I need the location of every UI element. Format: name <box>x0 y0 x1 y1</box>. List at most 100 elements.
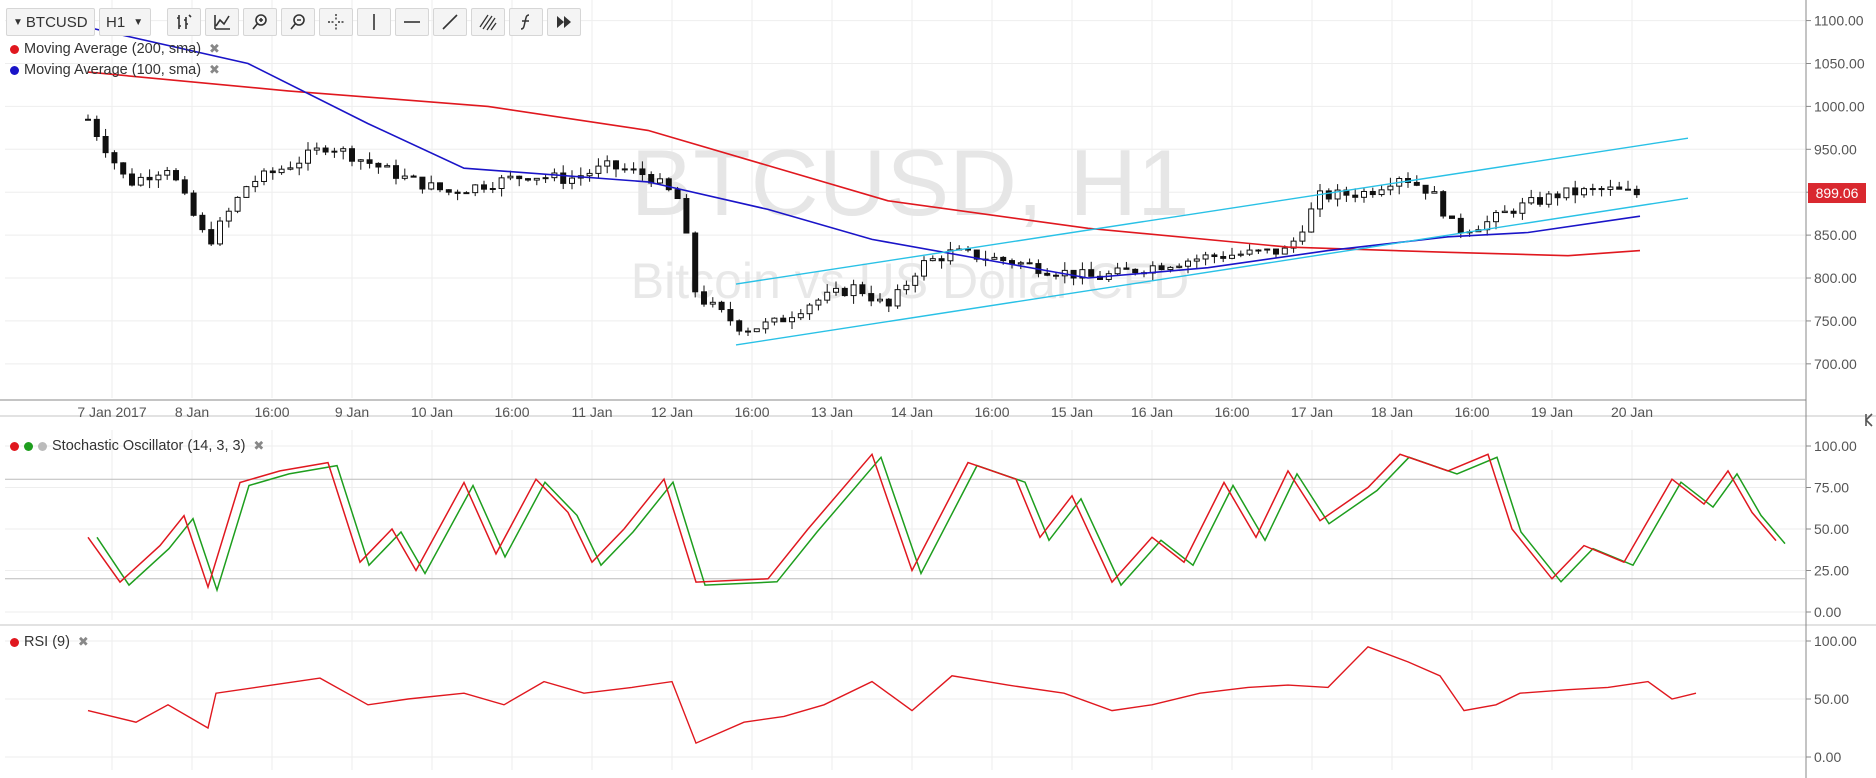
rsi-line <box>87 645 1697 745</box>
candle-body <box>903 284 910 291</box>
zoom-in-button[interactable] <box>242 8 277 36</box>
crosshair-icon <box>327 14 344 30</box>
horizontal-line-icon <box>403 21 420 23</box>
close-icon[interactable]: ✖ <box>253 438 265 453</box>
candle-body <box>463 192 470 195</box>
rsi-label[interactable]: RSI (9) <box>24 634 70 650</box>
candle-body <box>1273 248 1279 255</box>
candle-body <box>657 178 663 184</box>
candle-body <box>789 317 795 323</box>
x-tick-label: 16:00 <box>734 404 769 420</box>
horizontal-line-button[interactable] <box>394 8 429 36</box>
y-tick-label: 50.00 <box>1814 691 1849 707</box>
y-tick-label: 0.00 <box>1814 749 1841 765</box>
trend-line-button[interactable] <box>432 8 467 36</box>
chart-type-button[interactable] <box>166 8 201 36</box>
scroll-right-icon <box>1864 413 1873 427</box>
candle-body <box>877 298 883 302</box>
fibonacci-button[interactable] <box>470 8 505 36</box>
stoch-k-dot <box>10 441 19 451</box>
more-tools-button[interactable] <box>546 8 581 36</box>
candle-body <box>1070 269 1077 279</box>
ma100-label[interactable]: Moving Average (100, sma) <box>24 62 202 78</box>
candle-body <box>841 287 848 297</box>
candle-body <box>621 168 628 171</box>
x-tick-label: 16:00 <box>1454 404 1489 420</box>
x-tick-label: 19 Jan <box>1531 404 1573 420</box>
candle-body <box>445 189 452 193</box>
candle-body <box>1572 187 1579 196</box>
candle-body <box>1044 272 1051 276</box>
candle-body <box>472 184 479 194</box>
interval-select[interactable]: H1 ▼ <box>98 8 151 36</box>
zoom-in-icon <box>251 14 267 30</box>
zoom-out-icon <box>289 14 305 30</box>
candle-body <box>1537 197 1543 205</box>
candle-body <box>1220 256 1227 259</box>
channel-line <box>735 197 1689 346</box>
ma200-label[interactable]: Moving Average (200, sma) <box>24 41 202 57</box>
candle-body <box>745 330 751 333</box>
rsi-color-dot <box>10 637 19 647</box>
candle-body <box>736 320 743 332</box>
candle-body <box>366 159 373 164</box>
candle-body <box>1633 188 1640 196</box>
candle-body <box>973 249 980 260</box>
candle-body <box>102 136 109 154</box>
candle-body <box>560 172 567 184</box>
candle-body <box>1053 274 1059 277</box>
close-icon[interactable]: ✖ <box>209 41 220 56</box>
candle-body <box>1237 253 1244 256</box>
candle-body <box>252 180 259 188</box>
candle-body <box>885 298 892 307</box>
candle-body <box>120 162 127 175</box>
vertical-line-button[interactable] <box>356 8 391 36</box>
candle-body <box>1378 189 1385 196</box>
x-tick-label: 7 Jan 2017 <box>77 404 146 420</box>
indicator-icon <box>213 15 230 30</box>
y-tick-label: 75.00 <box>1814 480 1849 496</box>
y-tick-label: 800.00 <box>1814 270 1857 286</box>
close-icon[interactable]: ✖ <box>209 62 220 77</box>
candle-body <box>542 177 549 180</box>
x-tick-label: 10 Jan <box>411 404 453 420</box>
candle-body <box>674 189 681 200</box>
symbol-button[interactable]: ▼ BTCUSD <box>6 8 95 36</box>
candle-body <box>129 173 135 186</box>
candle-body <box>1413 181 1420 186</box>
close-icon[interactable]: ✖ <box>77 634 89 649</box>
candle-body <box>261 170 267 182</box>
indicators-button[interactable] <box>204 8 239 36</box>
candle-body <box>1281 247 1288 255</box>
candle-body <box>613 160 619 170</box>
x-tick-label: 20 Jan <box>1611 404 1653 420</box>
channel-line <box>735 137 1689 285</box>
candle-body <box>1334 189 1341 200</box>
candle-body <box>1290 240 1297 249</box>
candle-body <box>1211 254 1218 258</box>
stoch-label[interactable]: Stochastic Oscillator (14, 3, 3) <box>52 438 246 454</box>
toolbar: ▼ BTCUSD H1 ▼ <box>6 8 581 38</box>
zoom-out-button[interactable] <box>280 8 315 36</box>
candle-body <box>525 178 531 181</box>
candle-body <box>507 175 514 179</box>
candle-body <box>1545 193 1552 205</box>
candle-body <box>287 167 294 170</box>
crosshair-button[interactable] <box>318 8 353 36</box>
x-tick-label: 16 Jan <box>1131 404 1173 420</box>
candle-body <box>753 328 760 333</box>
candle-body <box>313 147 320 151</box>
y-tick-label: 750.00 <box>1814 313 1857 329</box>
formula-button[interactable] <box>508 8 543 36</box>
chevron-down-icon: ▼ <box>133 16 144 28</box>
candle-body <box>208 229 215 245</box>
candle-body <box>1193 258 1200 262</box>
x-tick-label: 14 Jan <box>891 404 933 420</box>
x-tick-label: 16:00 <box>1214 404 1249 420</box>
candle-body <box>1017 262 1024 265</box>
candle-body <box>1325 190 1332 200</box>
x-tick-label: 13 Jan <box>811 404 853 420</box>
stoch-k-line <box>87 452 1777 590</box>
candle-body <box>85 118 91 121</box>
